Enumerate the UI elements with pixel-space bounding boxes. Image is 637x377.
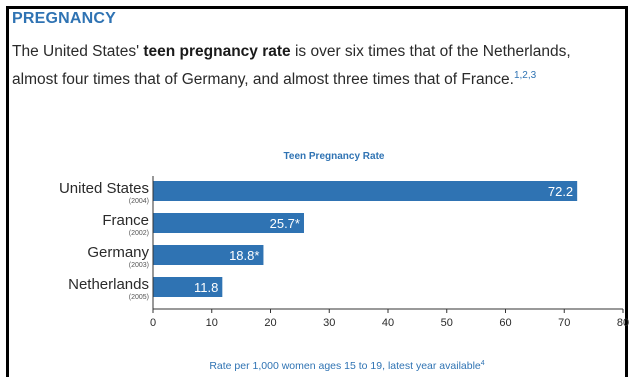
bar bbox=[153, 245, 264, 265]
bar-value-label: 11.8 bbox=[194, 280, 218, 295]
category-year-label: (2004) bbox=[129, 198, 149, 205]
category-year-label: (2002) bbox=[129, 230, 149, 237]
category-year-label: (2003) bbox=[129, 262, 149, 269]
intro-text-bold: teen pregnancy rate bbox=[143, 43, 291, 60]
bar-value-label: 72.2 bbox=[548, 184, 573, 199]
x-axis-label: Rate per 1,000 women ages 15 to 19, late… bbox=[209, 360, 484, 372]
intro-paragraph: The United States' teen pregnancy rate i… bbox=[12, 40, 602, 92]
intro-references: 1,2,3 bbox=[513, 70, 537, 81]
intro-text-end: is over six times that of the Netherland… bbox=[12, 43, 571, 88]
x-axis: 0 10 20 30 40 50 60 70 80 bbox=[150, 176, 629, 329]
x-tick-label: 40 bbox=[382, 317, 394, 329]
x-tick-label: 60 bbox=[499, 317, 511, 329]
section-heading: PREGNANCY bbox=[12, 10, 117, 27]
category-label: Netherlands bbox=[68, 276, 149, 293]
category-year-label: (2005) bbox=[129, 294, 149, 301]
intro-text-start: The United States' bbox=[12, 43, 144, 60]
bar bbox=[153, 277, 223, 297]
x-tick-label: 20 bbox=[264, 317, 276, 329]
x-tick-label: 50 bbox=[441, 317, 453, 329]
x-tick-label: 30 bbox=[323, 317, 335, 329]
x-axis-label-ref: 4 bbox=[481, 360, 485, 367]
bar bbox=[153, 181, 578, 201]
bar bbox=[153, 213, 304, 233]
bar-value-label: 18.8* bbox=[229, 248, 259, 263]
x-axis-label-text: Rate per 1,000 women ages 15 to 19, late… bbox=[209, 360, 481, 372]
chart-title: Teen Pregnancy Rate bbox=[284, 151, 385, 162]
bar-value-label: 25.7* bbox=[270, 216, 300, 231]
category-label: United States bbox=[59, 180, 149, 197]
x-tick-label: 0 bbox=[150, 317, 156, 329]
x-tick-label: 10 bbox=[206, 317, 218, 329]
category-label: France bbox=[102, 212, 149, 229]
bars-group: 72.2 United States(2004) 25.7* France(2002)… bbox=[59, 180, 578, 301]
x-tick-label: 70 bbox=[558, 317, 570, 329]
category-label: Germany bbox=[87, 244, 149, 261]
x-tick-label: 80 bbox=[617, 317, 629, 329]
